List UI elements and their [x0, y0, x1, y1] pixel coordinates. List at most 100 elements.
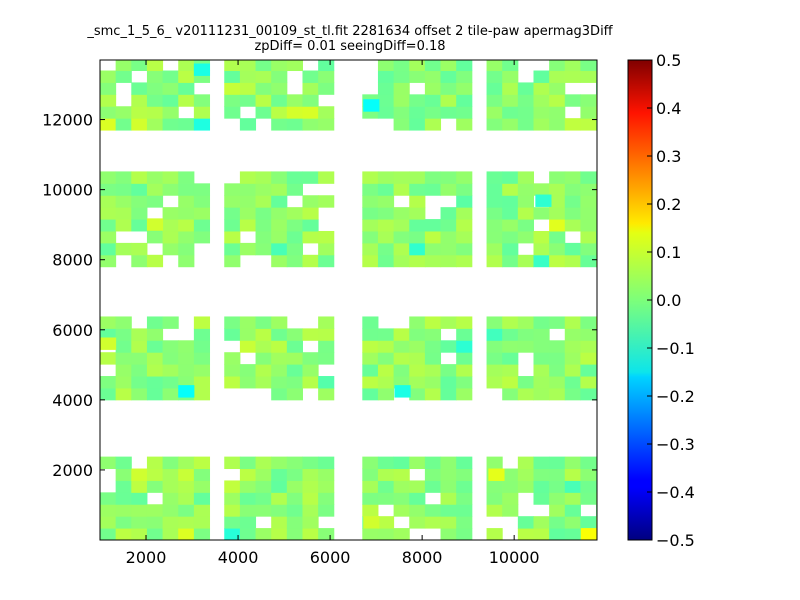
heatmap-cell	[224, 242, 241, 256]
heatmap-cell	[393, 230, 410, 244]
heatmap-cell	[162, 82, 179, 95]
heatmap-cell	[146, 195, 164, 208]
heatmap-cell	[517, 516, 534, 529]
heatmap-cell	[502, 316, 519, 329]
heatmap-cell	[440, 70, 457, 83]
heatmap-cell	[549, 516, 566, 529]
heatmap-cell	[564, 195, 581, 208]
heatmap-cell	[146, 82, 164, 95]
heatmap-cell	[440, 468, 457, 481]
heatmap-cell	[564, 254, 581, 268]
heatmap-cell	[302, 516, 319, 529]
heatmap-cell	[302, 171, 319, 184]
heatmap-cell	[193, 183, 211, 196]
heatmap-cell	[146, 60, 164, 72]
heatmap-cell	[502, 219, 519, 232]
heatmap-cell	[100, 94, 117, 107]
heatmap-cell	[178, 242, 195, 256]
heatmap-cell	[115, 328, 132, 341]
heatmap-cell	[162, 340, 179, 353]
heatmap-cell	[239, 492, 257, 505]
axes: 2000 4000 6000 8000 10000 2000 4000 6000 8000 100…	[42, 60, 597, 567]
heatmap-cell	[549, 504, 566, 517]
heatmap-cell	[456, 171, 473, 184]
heatmap-cell	[580, 183, 597, 196]
heatmap-cell	[302, 468, 319, 481]
heatmap-cell	[533, 480, 550, 493]
heatmap-cell	[146, 528, 164, 540]
heatmap-cell	[115, 468, 132, 481]
heatmap-cell	[318, 82, 335, 95]
heatmap-cell	[564, 456, 581, 470]
heatmap-cell	[286, 254, 303, 268]
heatmap-cell	[239, 82, 257, 95]
heatmap-cell	[486, 171, 503, 184]
heatmap-cell	[517, 254, 534, 268]
heatmap-cell	[409, 480, 426, 493]
heatmap-cell	[286, 364, 303, 377]
heatmap-cell	[456, 492, 473, 505]
heatmap-cell	[162, 106, 179, 119]
heatmap-cell	[255, 207, 272, 220]
heatmap-cell	[302, 195, 319, 208]
heatmap-cell	[549, 106, 566, 119]
heatmap-cells	[100, 60, 597, 540]
heatmap-cell	[100, 387, 117, 401]
heatmap-cell	[362, 242, 379, 256]
heatmap-cell	[440, 376, 457, 389]
heatmap-cell	[271, 387, 288, 401]
heatmap-cell	[564, 207, 581, 220]
heatmap-cell	[271, 316, 288, 329]
heatmap-cell	[100, 352, 117, 365]
heatmap-cell	[286, 328, 303, 341]
heatmap-cell	[131, 528, 148, 540]
y-tick-label: 4000	[52, 391, 93, 410]
heatmap-cell	[271, 340, 288, 353]
heatmap-cell	[271, 376, 288, 389]
heatmap-cell	[115, 492, 132, 505]
heatmap-cell	[178, 504, 195, 517]
heatmap-cell	[456, 316, 473, 329]
heatmap-cell	[146, 387, 164, 401]
heatmap-cell	[424, 504, 442, 517]
x-tick-label: 6000	[310, 548, 351, 567]
heatmap-cell	[424, 340, 442, 353]
heatmap-cell	[502, 70, 519, 83]
heatmap-cell	[286, 219, 303, 232]
heatmap-cell	[271, 364, 288, 377]
heatmap-cell	[162, 504, 179, 517]
heatmap-cell	[440, 492, 457, 505]
heatmap-cell	[239, 60, 257, 72]
heatmap-cell	[580, 492, 597, 505]
heatmap-cell	[115, 70, 132, 83]
heatmap-cell	[100, 171, 117, 184]
heatmap-cell	[224, 376, 241, 389]
heatmap-cell	[393, 60, 410, 72]
heatmap-cell	[100, 106, 117, 119]
heatmap-cell	[564, 242, 581, 256]
heatmap-cell-notable	[363, 516, 380, 529]
heatmap-cell	[486, 219, 503, 232]
y-tick-label: 6000	[52, 321, 93, 340]
heatmap-cell	[486, 456, 503, 470]
heatmap-cell	[486, 340, 503, 353]
heatmap-cell	[377, 468, 395, 481]
heatmap-cell	[115, 364, 132, 377]
heatmap-cell	[549, 60, 566, 72]
heatmap-cell	[377, 352, 395, 365]
heatmap-cell	[286, 230, 303, 244]
heatmap-cell	[440, 106, 457, 119]
heatmap-cell	[549, 207, 566, 220]
heatmap-cell	[255, 219, 272, 232]
heatmap-cell-notable	[100, 337, 117, 350]
heatmap-cell	[100, 207, 117, 220]
heatmap-cell	[377, 492, 395, 505]
heatmap-cell	[146, 70, 164, 83]
heatmap-cell	[517, 207, 534, 220]
heatmap-cell	[318, 504, 335, 517]
heatmap-cell	[271, 516, 288, 529]
heatmap-cell	[456, 456, 473, 470]
heatmap-cell	[271, 352, 288, 365]
heatmap-cell	[549, 171, 566, 184]
heatmap-cell	[549, 219, 566, 232]
